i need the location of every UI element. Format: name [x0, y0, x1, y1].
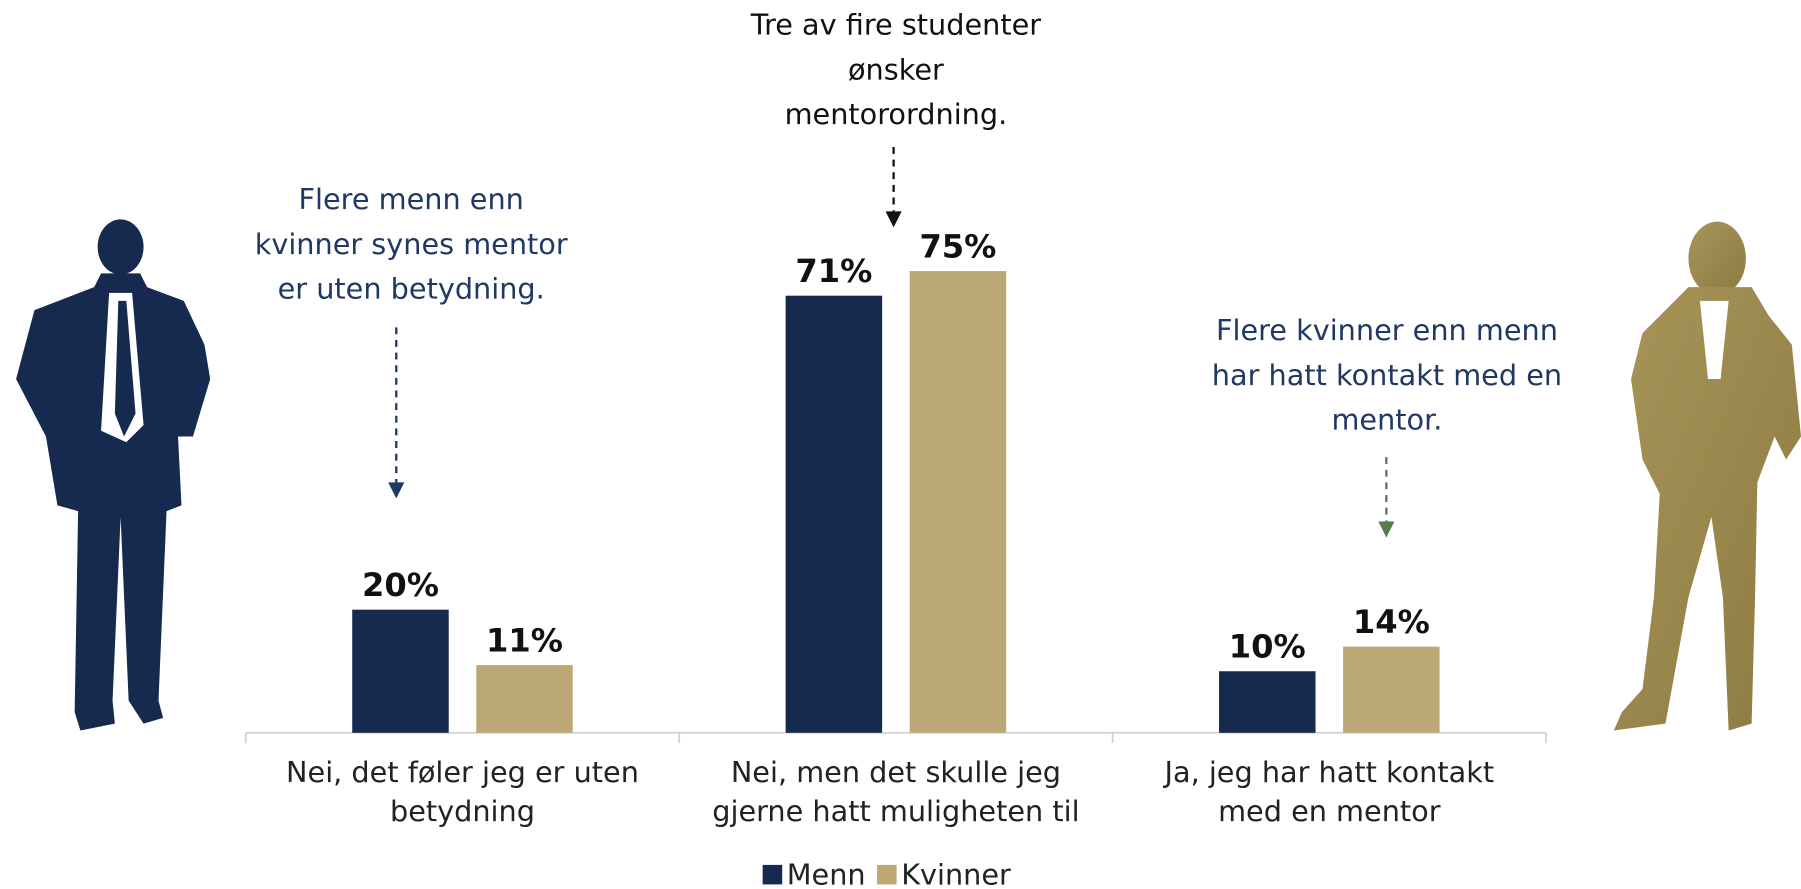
bar [785, 295, 883, 733]
value-label: 11% [486, 621, 563, 659]
legend-label: Kvinner [901, 857, 1011, 889]
bar [352, 609, 449, 733]
value-label: 20% [362, 566, 439, 604]
arrow-top [885, 147, 902, 228]
legend-swatch [762, 864, 783, 885]
annotation: Flere menn enn kvinner synes mentor er u… [254, 182, 568, 306]
legend-swatch [877, 864, 897, 885]
value-label: 71% [795, 252, 872, 290]
value-label: 10% [1229, 627, 1306, 665]
bar [1343, 646, 1440, 733]
x-tick-label: Ja, jeg har hatt kontakt med en mentor [1164, 755, 1495, 829]
legend-label: Menn [787, 857, 866, 889]
x-tick-label: Nei, men det skulle jeg gjerne hatt muli… [712, 755, 1080, 829]
annotation: Flere kvinner enn menn har hatt kontakt … [1211, 313, 1563, 437]
bar [909, 271, 1007, 733]
arrow-right [1378, 457, 1395, 538]
bar [476, 665, 573, 733]
man-silhouette [16, 219, 211, 731]
value-label: 75% [919, 227, 996, 265]
annotation: Tre av fire studenter ønsker mentorordni… [750, 8, 1042, 131]
value-label: 14% [1353, 603, 1430, 641]
x-tick-label: Nei, det føler jeg er uten betydning [286, 755, 639, 829]
arrow-left [388, 327, 405, 499]
bar [1219, 671, 1316, 733]
woman-silhouette [1613, 221, 1801, 731]
